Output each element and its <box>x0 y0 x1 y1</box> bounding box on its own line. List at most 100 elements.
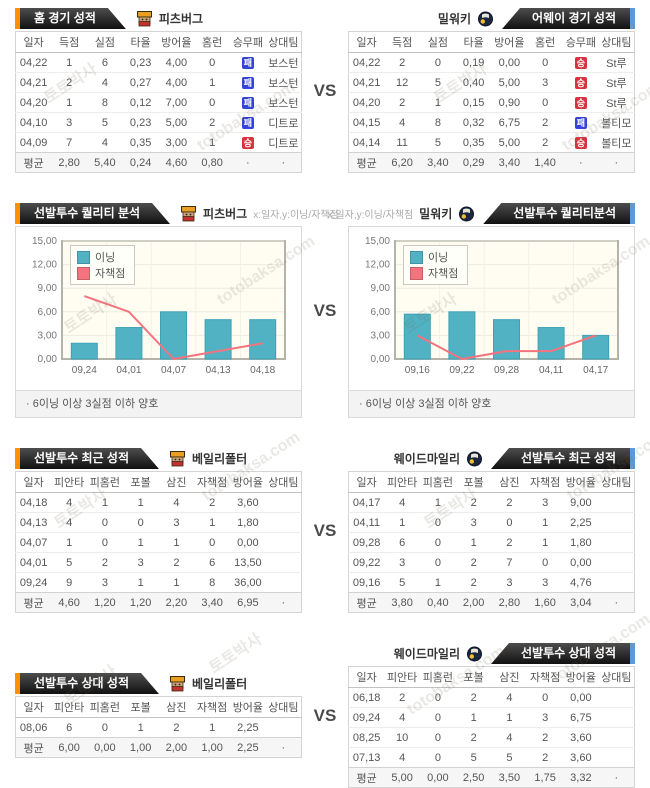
milwaukee-logo <box>466 451 483 467</box>
stats-table: 일자 피안타 피홈런 포볼 삼진 자책점 방어율 상대팀 06,18 2 0 2 4 0 0,00 09,24… <box>348 666 635 788</box>
table-cell: 3,32 <box>563 767 599 788</box>
table-cell: 6 <box>87 52 123 73</box>
table-cell: 패 <box>563 112 599 133</box>
table-cell: 2 <box>384 92 420 113</box>
table-cell: 승 <box>563 52 599 73</box>
table-cell: 1,75 <box>527 767 563 788</box>
chart-box: 0,00 3,00 6,00 9,00 12,00 15,00 09,24 04,01 04,0… <box>15 226 302 418</box>
milwaukee-logo <box>458 206 475 222</box>
legend-item: 자책점 <box>77 265 125 281</box>
team-name: 웨이드마일리 <box>393 647 460 661</box>
table-cell: 04,18 <box>15 492 52 513</box>
table-cell: 6,00 <box>51 737 87 758</box>
table-cell <box>598 552 635 573</box>
table-row: 04,13 4 0 0 3 1 1,80 <box>15 512 302 533</box>
table-cell: 4 <box>384 112 420 133</box>
svg-text:09,22: 09,22 <box>449 365 474 376</box>
table-row: 08,25 10 0 2 4 2 3,60 <box>348 727 635 748</box>
table-cell: 5,00 <box>384 767 420 788</box>
table-row: 09,24 9 3 1 1 8 36,00 <box>15 572 302 593</box>
column-header: 자책점 <box>527 471 563 493</box>
table-cell: 0 <box>122 512 159 533</box>
stats-comparison-page: 홈 경기 성적 피츠버그 일자 득점 실점 타율 방어율 홈런 승무패 상대팀 04,22 1 6 0,2… <box>15 8 650 788</box>
table-row: 06,18 2 0 2 4 0 0,00 <box>348 687 635 708</box>
table-cell: 3 <box>527 72 563 93</box>
column-header: 방어율 <box>230 471 266 493</box>
table-cell: 패 <box>230 92 266 113</box>
table-cell: 09,24 <box>15 572 52 593</box>
table-cell: 06,18 <box>348 687 385 708</box>
table-cell: 0,00 <box>420 767 456 788</box>
table-cell: 2 <box>455 727 492 748</box>
table-cell: 04,21 <box>348 72 385 93</box>
legend-label: 이닝 <box>95 252 116 264</box>
table-cell: 0 <box>527 687 563 708</box>
table-cell <box>598 512 635 533</box>
table-cell: 1 <box>122 492 159 513</box>
table-row: 09,28 6 0 1 2 1 1,80 <box>348 532 635 553</box>
chart-note: · 6이닝 이상 3실점 이하 양호 <box>16 390 301 417</box>
table-row: 09,24 4 0 1 1 3 6,75 <box>348 707 635 728</box>
average-row: 평균 6,20 3,40 0,29 3,40 1,40 · · <box>348 152 635 173</box>
table-cell: 04,13 <box>15 512 52 533</box>
table-cell: 04,22 <box>15 52 52 73</box>
table-cell: 04,15 <box>348 112 385 133</box>
table-cell: 13,50 <box>230 552 266 573</box>
table-cell: 0,23 <box>122 52 159 73</box>
table-cell: 5,00 <box>491 72 528 93</box>
table-cell: 04,09 <box>15 132 52 153</box>
innings-legend-swatch <box>410 250 423 264</box>
table-cell: 2 <box>194 112 230 133</box>
table-cell: 3,00 <box>158 132 195 153</box>
table-cell: 04,20 <box>15 92 52 113</box>
table-cell: 0 <box>194 532 230 553</box>
table-row: 04,21 2 4 0,27 4,00 1 패 보스턴 <box>15 72 302 93</box>
legend-item: 자책점 <box>410 265 458 281</box>
legend-item: 이닝 <box>77 249 125 265</box>
table-cell: 3 <box>158 512 195 533</box>
table-cell: 09,24 <box>348 707 385 728</box>
table-cell: 0 <box>527 552 563 573</box>
table-cell: 2,25 <box>563 512 599 533</box>
milwaukee-logo <box>477 11 494 27</box>
team-name: 웨이드마일리 <box>393 452 460 466</box>
table-cell: 1 <box>122 717 159 738</box>
section-pitcher-recent: 선발투수 최근 성적 베일리폴터 일자 피안타 피홈런 포볼 삼진 자책점 방어율 상대팀 04,1… <box>15 448 635 613</box>
svg-text:04,07: 04,07 <box>161 365 186 376</box>
table-cell: 0,00 <box>87 737 123 758</box>
svg-text:6,00: 6,00 <box>371 307 391 318</box>
win-badge: 승 <box>574 96 587 109</box>
svg-text:09,28: 09,28 <box>494 365 519 376</box>
table-cell: 2 <box>455 572 492 593</box>
table-cell: 0,23 <box>122 112 159 133</box>
column-header: 삼진 <box>491 666 528 688</box>
table-row: 07,13 4 0 5 5 2 3,60 <box>348 747 635 768</box>
table-cell: 승 <box>563 72 599 93</box>
panel-header: 밀워키 어웨이 경기 성적 <box>348 8 635 29</box>
table-cell: 승 <box>563 92 599 113</box>
earned-runs-legend-swatch <box>410 266 423 280</box>
table-cell: · <box>598 592 635 613</box>
header-row: 일자 득점 실점 타율 방어율 홈런 승무패 상대팀 <box>15 31 302 53</box>
average-row: 평균 3,80 0,40 2,00 2,80 1,60 3,04 · <box>348 592 635 613</box>
section-tab: 선발투수 퀄리티 분석 <box>15 203 170 224</box>
table-cell: 4,60 <box>158 152 195 173</box>
table-cell: 1 <box>420 572 456 593</box>
table-cell: 0 <box>527 52 563 73</box>
table-row: 04,21 12 5 0,40 5,00 3 승 St루 <box>348 72 635 93</box>
table-cell: 5 <box>51 552 87 573</box>
table-cell: 2,80 <box>51 152 87 173</box>
team-name: 밀워키 <box>437 12 472 26</box>
table-cell: 3,60 <box>563 727 599 748</box>
table-cell: 3,60 <box>563 747 599 768</box>
table-cell: 1,20 <box>87 592 123 613</box>
column-header: 포볼 <box>122 696 159 718</box>
table-cell: 0,00 <box>230 532 266 553</box>
table-cell: 승 <box>230 132 266 153</box>
table-cell: 디트로 <box>265 132 302 153</box>
table-cell: 6,75 <box>491 112 528 133</box>
column-header: 일자 <box>15 696 52 718</box>
column-header: 자책점 <box>527 666 563 688</box>
table-cell: 04,10 <box>15 112 52 133</box>
svg-text:3,00: 3,00 <box>371 330 391 341</box>
